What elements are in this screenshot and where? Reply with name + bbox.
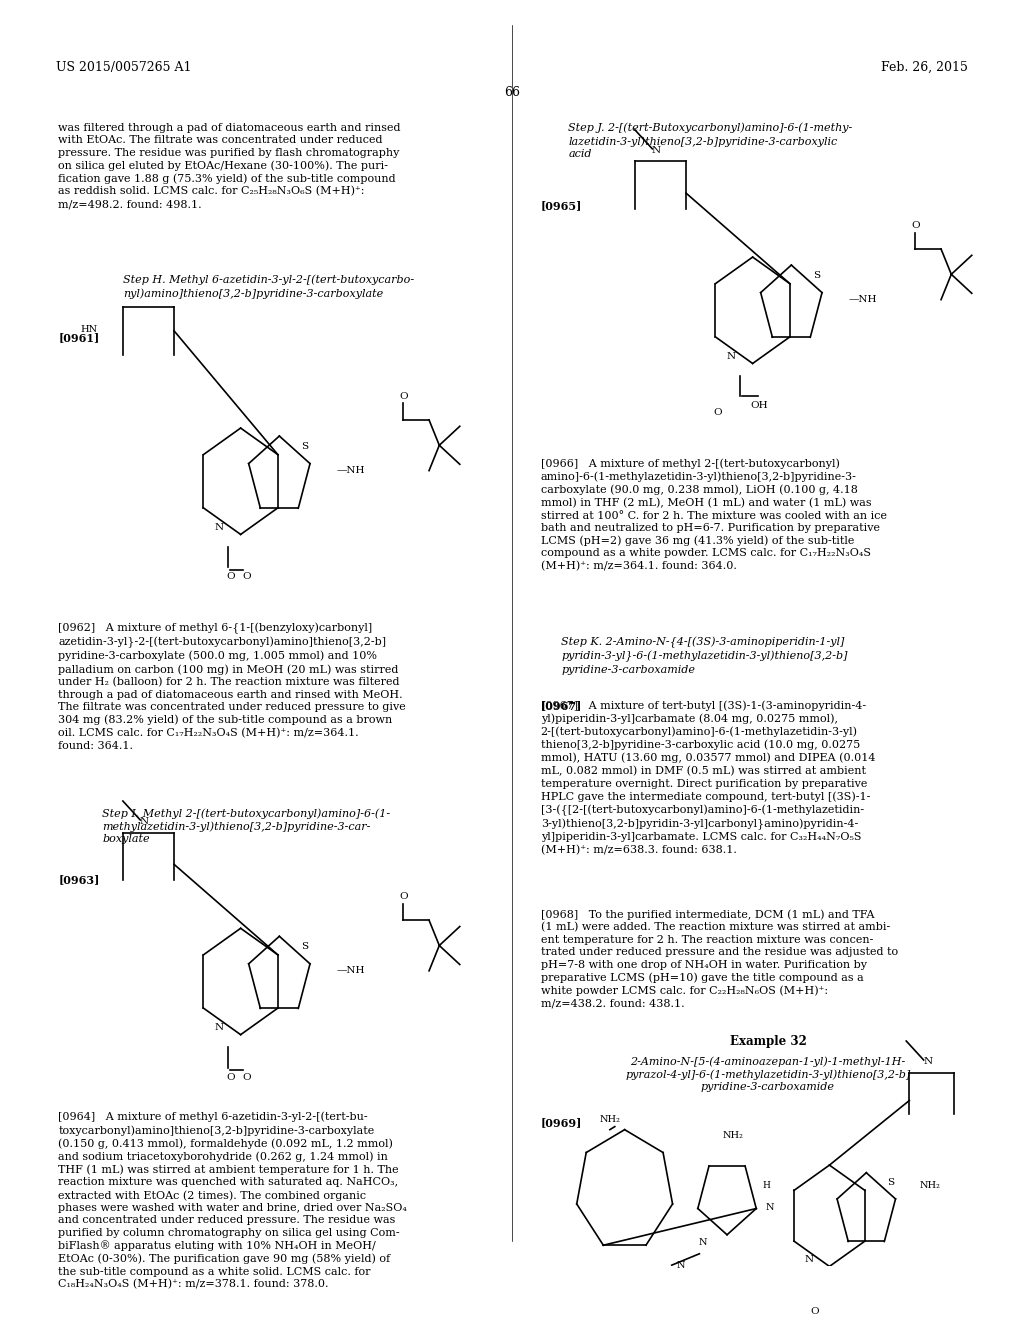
Text: O: O [243,1073,251,1081]
Text: [0968]   To the purified intermediate, DCM (1 mL) and TFA
(1 mL) were added. The: [0968] To the purified intermediate, DCM… [541,909,898,1008]
Text: N: N [140,817,148,826]
Text: O: O [226,1073,234,1081]
Text: Step J. 2-[(tert-Butoxycarbonyl)amino]-6-(1-methy-
lazetidin-3-yl)thieno[3,2-b]p: Step J. 2-[(tert-Butoxycarbonyl)amino]-6… [568,123,853,158]
Text: Example 32: Example 32 [729,1035,807,1048]
Text: [0967]   A mixture of tert-butyl [(3S)-1-(3-aminopyridin-4-
yl)piperidin-3-yl]ca: [0967] A mixture of tert-butyl [(3S)-1-(… [541,701,876,855]
Text: N: N [215,523,223,532]
Text: 2-Amino-N-[5-(4-aminoazepan-1-yl)-1-methyl-1H-
pyrazol-4-yl]-6-(1-methylazetidin: 2-Amino-N-[5-(4-aminoazepan-1-yl)-1-meth… [626,1056,910,1092]
Text: N: N [677,1261,685,1270]
Text: O: O [399,392,408,401]
Text: N: N [698,1238,707,1247]
Text: Feb. 26, 2015: Feb. 26, 2015 [881,61,968,74]
Text: OH: OH [751,401,768,411]
Text: was filtered through a pad of diatomaceous earth and rinsed
with EtOAc. The filt: was filtered through a pad of diatomaceo… [58,123,400,209]
Text: S: S [302,442,308,451]
Text: [0962]   A mixture of methyl 6-{1-[(benzyloxy)carbonyl]
azetidin-3-yl}-2-[(tert-: [0962] A mixture of methyl 6-{1-[(benzyl… [58,623,407,751]
Text: [0963]: [0963] [58,874,99,884]
Text: 66: 66 [504,86,520,99]
Text: O: O [911,220,920,230]
Text: N: N [727,352,735,362]
Text: [0961]: [0961] [58,331,99,343]
Text: S: S [814,271,820,280]
Text: S: S [888,1179,894,1188]
Text: N: N [652,147,660,156]
Text: Step K. 2-Amino-N-{4-[(3S)-3-aminopiperidin-1-yl]
pyridin-3-yl}-6-(1-methylazeti: Step K. 2-Amino-N-{4-[(3S)-3-aminopiperi… [561,638,848,675]
Text: —NH: —NH [337,966,366,975]
Text: N: N [924,1057,932,1067]
Text: US 2015/0057265 A1: US 2015/0057265 A1 [56,61,191,74]
Text: O: O [226,573,234,581]
Text: —NH: —NH [337,466,366,475]
Text: Step H. Methyl 6-azetidin-3-yl-2-[(tert-butoxycarbo-
nyl)amino]thieno[3,2-b]pyri: Step H. Methyl 6-azetidin-3-yl-2-[(tert-… [123,275,414,298]
Text: O: O [399,892,408,902]
Text: Step I. Methyl 2-[(tert-butoxycarbonyl)amino]-6-(1-
methylazetidin-3-yl)thieno[3: Step I. Methyl 2-[(tert-butoxycarbonyl)a… [102,808,390,843]
Text: O: O [714,408,722,417]
Text: O: O [811,1307,819,1316]
Text: [0966]   A mixture of methyl 2-[(tert-butoxycarbonyl)
amino]-6-(1-methylazetidin: [0966] A mixture of methyl 2-[(tert-buto… [541,458,887,572]
Text: [0964]   A mixture of methyl 6-azetidin-3-yl-2-[(tert-bu-
toxycarbonyl)amino]thi: [0964] A mixture of methyl 6-azetidin-3-… [58,1111,408,1290]
Text: NH₂: NH₂ [723,1131,743,1139]
Text: [0965]: [0965] [541,201,582,211]
Text: N: N [766,1203,774,1212]
Text: [0967]: [0967] [541,701,582,711]
Text: N: N [805,1255,813,1265]
Text: HN: HN [80,325,97,334]
Text: [0969]: [0969] [541,1117,582,1129]
Text: O: O [243,573,251,581]
Text: S: S [302,942,308,952]
Text: N: N [215,1023,223,1032]
Text: NH₂: NH₂ [599,1114,621,1123]
Text: —NH: —NH [849,296,878,304]
Text: H: H [763,1181,771,1191]
Text: NH₂: NH₂ [920,1181,940,1189]
